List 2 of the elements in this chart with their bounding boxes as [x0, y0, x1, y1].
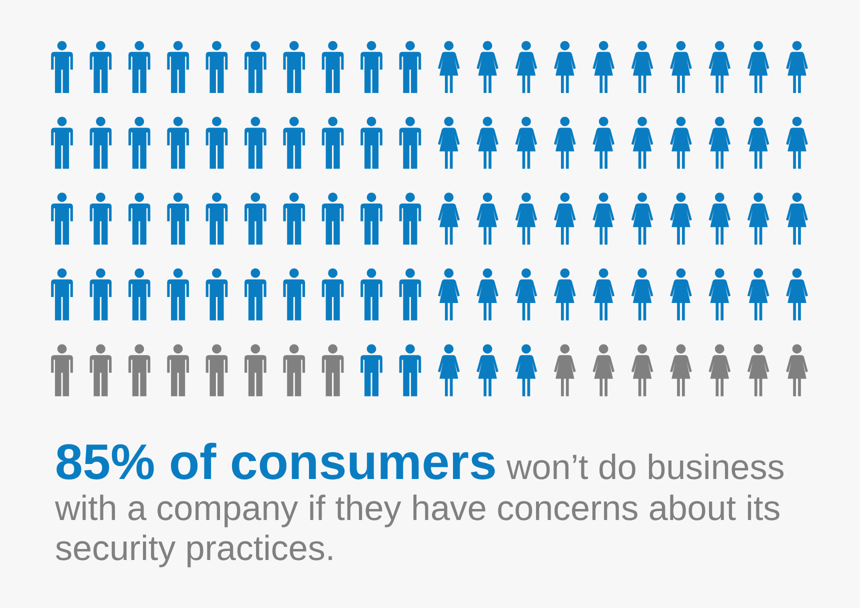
data-label: 85% — [55, 434, 156, 490]
text: of consumers — [168, 434, 497, 490]
